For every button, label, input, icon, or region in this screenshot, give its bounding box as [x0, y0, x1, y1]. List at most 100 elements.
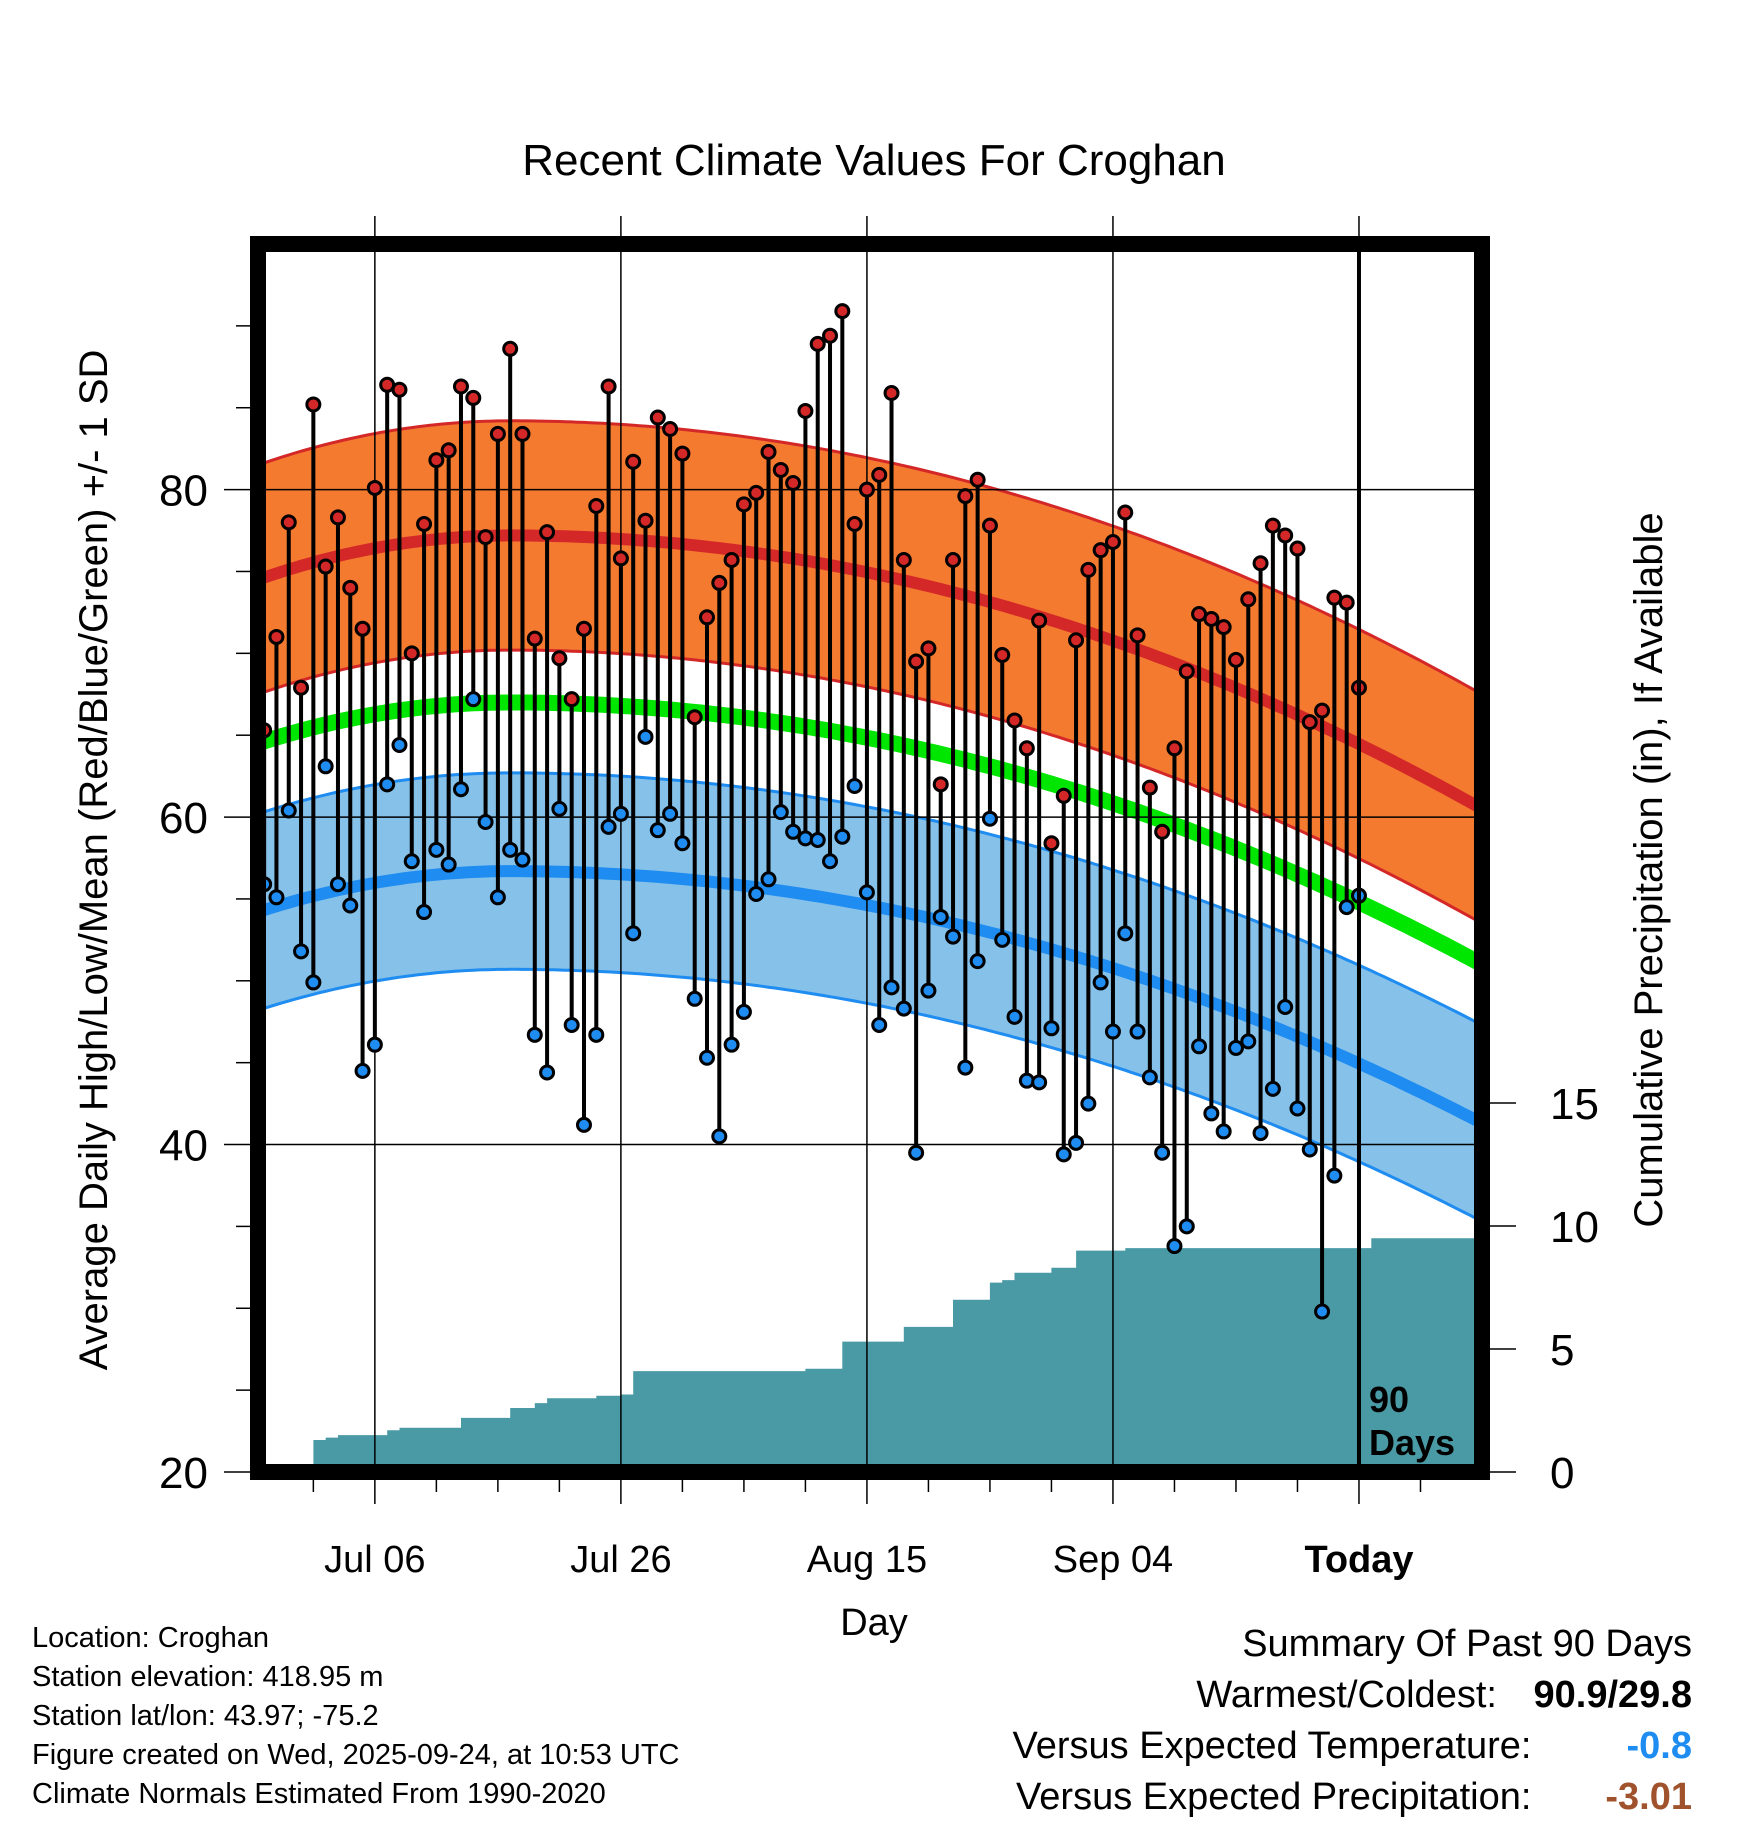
precip-area	[258, 1238, 1482, 1472]
daily-high-point	[772, 461, 789, 478]
daily-low-point	[994, 931, 1011, 948]
daily-high-point	[1068, 632, 1085, 649]
daily-low-point	[317, 758, 334, 775]
daily-low-point	[1191, 1038, 1208, 1055]
daily-low-point	[1227, 1039, 1244, 1056]
daily-high-point	[465, 389, 482, 406]
daily-low-point	[871, 1017, 888, 1034]
daily-low-point	[748, 886, 765, 903]
daily-high-point	[1006, 712, 1023, 729]
daily-high-point	[1227, 651, 1244, 668]
daily-low-point	[908, 1144, 925, 1161]
daily-low-point	[1203, 1105, 1220, 1122]
daily-high-point	[1031, 612, 1048, 629]
today-days-number: 90	[1369, 1379, 1409, 1420]
daily-high-point	[416, 515, 433, 532]
daily-low-point	[957, 1059, 974, 1076]
daily-low-point	[502, 841, 519, 858]
daily-low-point	[1055, 1146, 1072, 1163]
daily-high-point	[305, 396, 322, 413]
daily-low-point	[1080, 1095, 1097, 1112]
y-tick-label: 20	[159, 1449, 208, 1498]
daily-high-point	[342, 579, 359, 596]
temp-label: Versus Expected Temperature:	[1012, 1725, 1532, 1767]
plot-area	[258, 244, 1482, 1472]
summary-precip-row: Versus Expected Precipitation: -3.01	[1013, 1772, 1692, 1823]
daily-low-point	[452, 781, 469, 798]
daily-low-point	[920, 982, 937, 999]
daily-low-point	[588, 1026, 605, 1043]
daily-low-point	[883, 979, 900, 996]
daily-high-point	[489, 425, 506, 442]
daily-low-point	[760, 871, 777, 888]
daily-high-point	[563, 691, 580, 708]
daily-high-point	[452, 378, 469, 395]
daily-low-point	[834, 828, 851, 845]
daily-low-point	[1092, 974, 1109, 991]
daily-low-point	[563, 1017, 580, 1034]
daily-low-point	[329, 876, 346, 893]
daily-high-point	[1264, 517, 1281, 534]
normals-text: Climate Normals Estimated From 1990-2020	[32, 1778, 606, 1810]
daily-low-point	[1264, 1080, 1281, 1097]
daily-low-point	[1289, 1100, 1306, 1117]
daily-high-point	[834, 303, 851, 320]
precip-label: Versus Expected Precipitation:	[1016, 1776, 1532, 1818]
station-metadata: Location: Croghan Station elevation: 418…	[32, 1619, 680, 1814]
summary-warmest-row: Warmest/Coldest: 90.9/29.8	[1013, 1670, 1692, 1721]
daily-high-point	[354, 620, 371, 637]
daily-high-point	[268, 628, 285, 645]
daily-high-point	[1166, 740, 1183, 757]
daily-high-point	[748, 484, 765, 501]
daily-low-point	[945, 928, 962, 945]
daily-low-point	[526, 1026, 543, 1043]
y-axis-label: Average Daily High/Low/Mean (Red/Blue/Gr…	[72, 350, 116, 1371]
daily-high-point	[1043, 835, 1060, 852]
daily-low-point	[932, 908, 949, 925]
daily-high-point	[1129, 627, 1146, 644]
daily-low-point	[1314, 1303, 1331, 1320]
daily-low-point	[465, 691, 482, 708]
daily-high-point	[711, 574, 728, 591]
daily-low-point	[1129, 1023, 1146, 1040]
daily-high-point	[699, 609, 716, 626]
daily-high-point	[1289, 540, 1306, 557]
daily-low-point	[293, 943, 310, 960]
daily-low-point	[416, 904, 433, 921]
y2-tick-label: 5	[1550, 1326, 1574, 1375]
daily-low-point	[1104, 1023, 1121, 1040]
daily-low-point	[772, 804, 789, 821]
daily-low-point	[1043, 1020, 1060, 1037]
daily-low-point	[514, 851, 531, 868]
daily-high-point	[625, 453, 642, 470]
daily-low-point	[477, 813, 494, 830]
daily-high-point	[994, 646, 1011, 663]
daily-low-point	[735, 1003, 752, 1020]
daily-high-point	[1215, 619, 1232, 636]
daily-high-point	[945, 552, 962, 569]
y-tick-label: 80	[159, 467, 208, 516]
created-text: Figure created on Wed, 2025-09-24, at 10…	[32, 1739, 680, 1771]
y2-tick-label: 10	[1550, 1203, 1599, 1252]
daily-high-point	[1277, 527, 1294, 544]
temp-value: -0.8	[1626, 1725, 1692, 1767]
daily-high-point	[1141, 779, 1158, 796]
daily-high-point	[932, 776, 949, 793]
normal-low-line	[258, 865, 1482, 1129]
x-tick-label: Jul 06	[324, 1539, 425, 1581]
daily-low-point	[662, 805, 679, 822]
daily-high-point	[1080, 561, 1097, 578]
daily-high-point	[612, 550, 629, 567]
daily-high-point	[637, 512, 654, 529]
y-tick-label: 60	[159, 794, 208, 843]
daily-low-point	[846, 777, 863, 794]
daily-low-point	[674, 835, 691, 852]
normal-low-band	[258, 771, 1482, 1224]
daily-high-point	[797, 403, 814, 420]
daily-high-point	[428, 452, 445, 469]
daily-low-point	[489, 889, 506, 906]
daily-high-point	[920, 640, 937, 657]
daily-low-point	[822, 853, 839, 870]
daily-high-point	[600, 378, 617, 395]
daily-high-point	[1178, 663, 1195, 680]
